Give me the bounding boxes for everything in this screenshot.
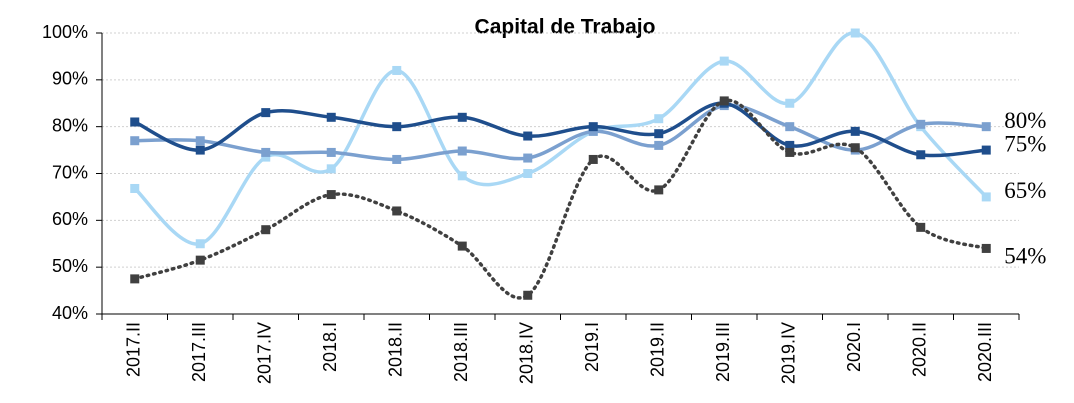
marker <box>654 185 664 195</box>
value-label: 54% <box>1004 244 1046 269</box>
series-line <box>133 98 988 300</box>
x-tick-label: 2019.III <box>713 322 733 382</box>
marker <box>261 152 271 162</box>
x-tick-label: 2018.II <box>386 322 406 377</box>
x-tick-label: 2019.I <box>582 322 602 372</box>
marker <box>785 147 795 157</box>
y-tick-label: 80% <box>52 115 88 135</box>
x-tick-label: 2020.III <box>975 322 995 382</box>
marker <box>981 145 991 155</box>
marker <box>195 239 205 249</box>
marker <box>654 140 664 150</box>
marker <box>326 190 336 200</box>
marker <box>719 56 729 66</box>
x-tick-label: 2017.IV <box>255 322 275 384</box>
marker <box>850 28 860 38</box>
marker <box>654 129 664 139</box>
y-tick-label: 70% <box>52 162 88 182</box>
chart-title: Capital de Trabajo <box>475 16 656 39</box>
marker <box>785 140 795 150</box>
value-label: 75% <box>1004 131 1046 156</box>
x-tick-label: 2018.III <box>451 322 471 382</box>
marker <box>719 96 729 106</box>
marker <box>588 126 598 136</box>
x-tick-label: 2019.IV <box>779 322 799 384</box>
marker <box>326 112 336 122</box>
marker <box>392 206 402 216</box>
marker <box>195 255 205 265</box>
marker <box>326 164 336 174</box>
marker <box>981 243 991 253</box>
marker <box>588 154 598 164</box>
marker <box>130 117 140 127</box>
value-label: 80% <box>1004 108 1046 133</box>
x-tick-label: 2020.II <box>910 322 930 377</box>
y-tick-label: 100% <box>42 22 88 42</box>
marker <box>785 122 795 132</box>
marker <box>392 122 402 132</box>
marker <box>130 136 140 146</box>
marker <box>261 147 271 157</box>
x-tick-label: 2018.I <box>320 322 340 372</box>
marker <box>916 222 926 232</box>
y-tick-label: 50% <box>52 256 88 276</box>
marker <box>261 225 271 235</box>
y-tick-label: 40% <box>52 303 88 323</box>
marker <box>457 146 467 156</box>
marker <box>654 114 664 124</box>
marker <box>392 154 402 164</box>
marker <box>326 147 336 157</box>
marker <box>261 108 271 118</box>
marker <box>981 192 991 202</box>
marker <box>785 98 795 108</box>
marker <box>130 183 140 193</box>
marker <box>916 119 926 129</box>
marker <box>523 131 533 141</box>
marker <box>457 171 467 181</box>
x-tick-label: 2020.I <box>844 322 864 372</box>
marker <box>850 126 860 136</box>
y-tick-label: 90% <box>52 69 88 89</box>
marker <box>130 274 140 284</box>
x-tick-label: 2019.II <box>648 322 668 377</box>
x-tick-label: 2017.III <box>189 322 209 382</box>
series-line <box>133 31 988 246</box>
marker <box>392 65 402 75</box>
marker <box>523 153 533 163</box>
value-label: 65% <box>1004 178 1046 203</box>
marker <box>457 112 467 122</box>
x-tick-label: 2017.II <box>124 322 144 377</box>
marker <box>850 143 860 153</box>
y-tick-label: 60% <box>52 209 88 229</box>
marker <box>457 241 467 251</box>
marker <box>916 150 926 160</box>
marker <box>523 290 533 300</box>
series-line <box>133 103 988 162</box>
marker <box>195 136 205 146</box>
marker <box>588 122 598 132</box>
marker <box>195 145 205 155</box>
x-tick-label: 2018.IV <box>517 322 537 384</box>
marker <box>523 169 533 178</box>
marker <box>981 122 991 132</box>
